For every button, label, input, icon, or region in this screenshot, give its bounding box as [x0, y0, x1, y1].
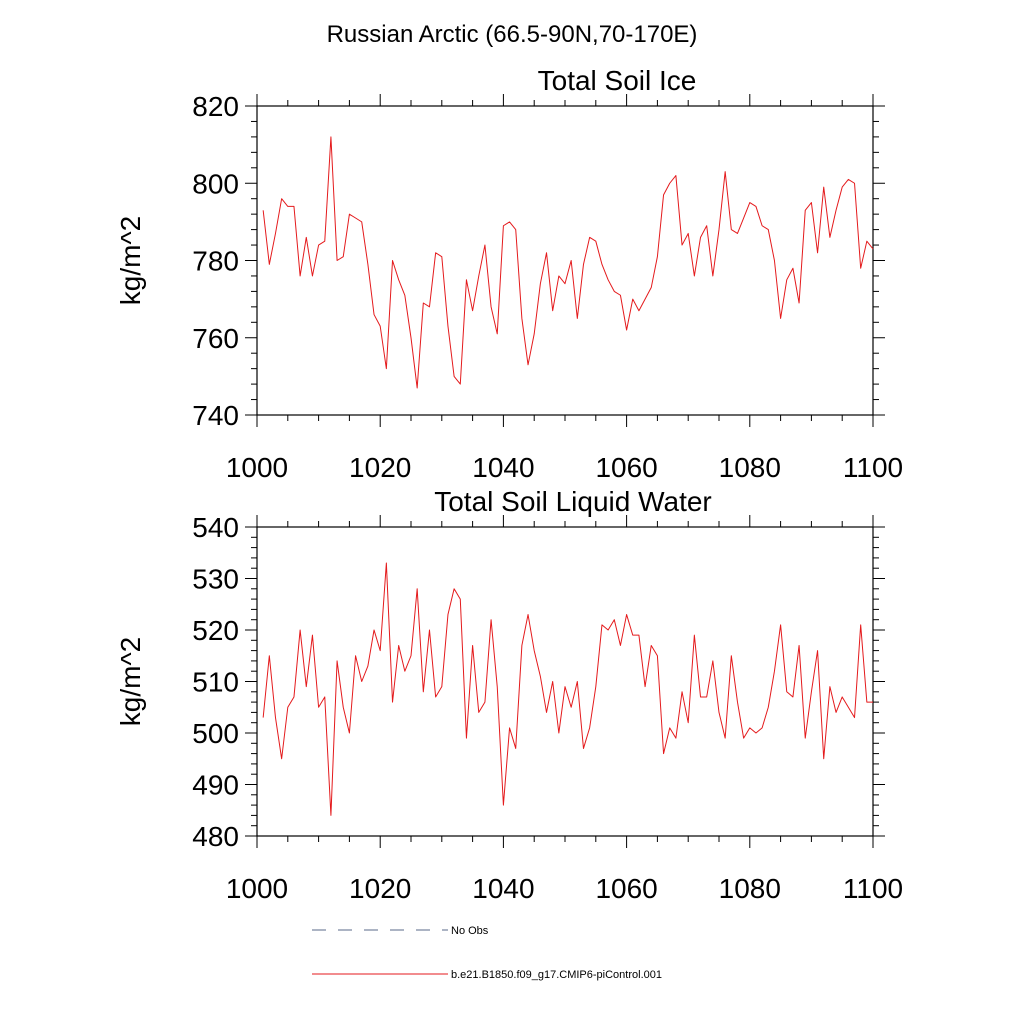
y-tick-label: 800	[192, 168, 239, 199]
panel-title: Total Soil Ice	[538, 65, 697, 96]
chart-panel-1: Total Soil Ice kg/m^2 1000 1020 1040 1060 1080…	[115, 65, 903, 483]
legend-entry-2: b.e21.B1850.f09_g17.CMIP6-piControl.001	[312, 969, 662, 981]
y-tick-label: 500	[192, 718, 239, 749]
panel-title: Total Soil Liquid Water	[434, 486, 712, 517]
plot-frame	[256, 105, 874, 416]
y-tick-label: 520	[192, 615, 239, 646]
series-line-1	[262, 136, 874, 389]
x-tick-label: 1000	[226, 873, 288, 904]
plot-frame	[256, 526, 874, 837]
x-tick-label: 1060	[595, 873, 657, 904]
x-tick-label: 1020	[349, 873, 411, 904]
x-tick-label: 1060	[595, 452, 657, 483]
legend-entry-1: No Obs	[312, 925, 489, 937]
y-axis-label: kg/m^2	[115, 216, 146, 305]
chart-panel-2: Total Soil Liquid Water kg/m^2 1000 1020 104…	[115, 486, 903, 904]
legend-label: b.e21.B1850.f09_g17.CMIP6-piControl.001	[451, 969, 662, 981]
x-tick-label: 1040	[472, 873, 534, 904]
y-tick-label: 490	[192, 770, 239, 801]
series-line-1	[262, 562, 873, 816]
legend-label: No Obs	[451, 925, 489, 937]
y-tick-label: 820	[192, 91, 239, 122]
y-tick-label: 760	[192, 323, 239, 354]
y-tick-label: 510	[192, 667, 239, 698]
x-tick-label: 1080	[719, 873, 781, 904]
y-tick-label: 740	[192, 400, 239, 431]
y-tick-label: 480	[192, 821, 239, 852]
x-tick-label: 1000	[226, 452, 288, 483]
figure-title: Russian Arctic (66.5-90N,70-170E)	[327, 21, 698, 48]
x-tick-label: 1040	[472, 452, 534, 483]
y-tick-label: 530	[192, 564, 239, 595]
x-tick-label: 1100	[843, 452, 903, 483]
x-tick-label: 1100	[843, 873, 903, 904]
y-tick-label: 540	[192, 512, 239, 543]
y-axis-label: kg/m^2	[115, 637, 146, 726]
x-tick-label: 1080	[719, 452, 781, 483]
y-tick-label: 780	[192, 246, 239, 277]
x-tick-label: 1020	[349, 452, 411, 483]
